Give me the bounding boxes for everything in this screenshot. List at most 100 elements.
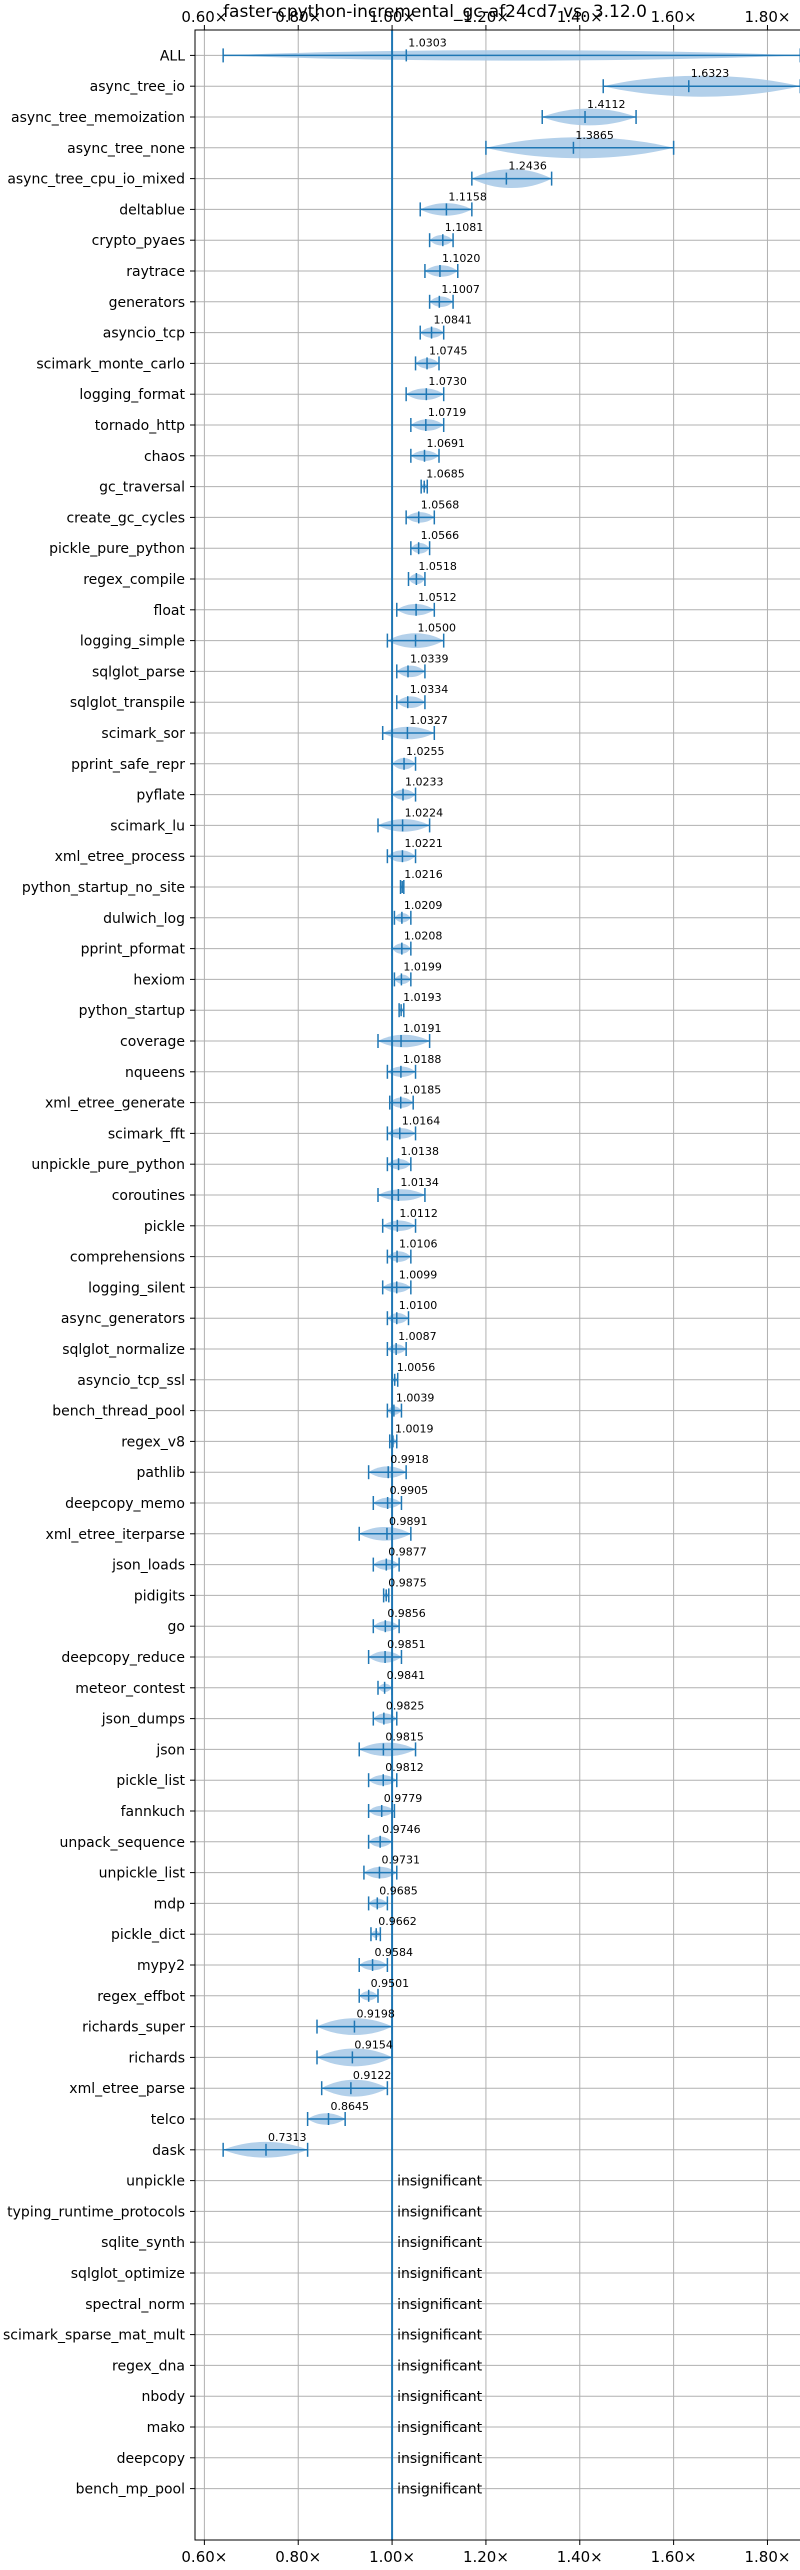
benchmark-label: json	[155, 1742, 185, 1758]
benchmark-label: scimark_monte_carlo	[36, 356, 185, 372]
benchmark-label: scimark_sor	[101, 726, 185, 742]
value-label: 1.0500	[418, 622, 457, 635]
value-label: 1.0255	[406, 745, 445, 758]
benchmark-label: ALL	[160, 48, 185, 64]
benchmark-label: async_tree_cpu_io_mixed	[7, 172, 185, 188]
value-label: 1.0193	[403, 991, 442, 1004]
value-label: 1.0568	[421, 498, 460, 511]
value-label: 1.0100	[399, 1299, 438, 1312]
benchmark-label: logging_simple	[80, 634, 185, 650]
value-label: 1.0134	[400, 1176, 439, 1189]
benchmark-label: deepcopy_memo	[65, 1496, 185, 1512]
value-label: 0.9501	[371, 1977, 410, 1990]
value-label: 1.0019	[395, 1422, 434, 1435]
benchmark-label: pprint_safe_repr	[71, 757, 185, 773]
benchmark-label: pathlib	[137, 1465, 186, 1481]
benchmark-label: pickle_dict	[111, 1927, 186, 1943]
value-label: 1.0224	[405, 806, 444, 819]
grid-layer	[190, 25, 800, 2545]
benchmark-label: unpack_sequence	[60, 1835, 185, 1851]
value-label: 0.9851	[387, 1638, 426, 1651]
value-label: 0.9746	[382, 1823, 421, 1836]
value-label: 1.0719	[428, 406, 467, 419]
label-layer: 0.60× 0.60× 0.80× 0.80× 1.00× 1.00× 1.20× 1.20×…	[3, 8, 790, 2566]
benchmark-label: pyflate	[136, 788, 185, 804]
benchmark-label: sqlglot_transpile	[70, 695, 185, 711]
benchmark-label: gc_traversal	[99, 480, 185, 496]
x-tick-label-bottom: 0.80×	[275, 2548, 321, 2566]
insignificant-label: insignificant	[397, 2358, 483, 2374]
benchmark-label: spectral_norm	[85, 2297, 185, 2313]
x-tick-label-top: 1.00×	[369, 8, 415, 26]
value-label: 0.9877	[388, 1546, 427, 1559]
benchmark-label: mypy2	[137, 1958, 185, 1974]
value-label: 1.3865	[575, 129, 614, 142]
value-label: 0.9825	[386, 1700, 425, 1713]
benchmark-label: pidigits	[134, 1588, 185, 1604]
x-tick-label-bottom: 0.60×	[181, 2548, 227, 2566]
x-tick-label-top: 0.60×	[181, 8, 227, 26]
benchmark-label: sqlglot_optimize	[71, 2266, 185, 2282]
value-label: 1.0106	[399, 1238, 438, 1251]
benchmark-label: pprint_pformat	[81, 942, 186, 958]
value-label: 1.1081	[445, 221, 484, 234]
value-label: 1.0164	[402, 1114, 441, 1127]
benchmark-label: hexiom	[133, 972, 185, 988]
benchmark-label: fannkuch	[121, 1804, 185, 1820]
benchmark-label: bench_thread_pool	[52, 1404, 185, 1420]
value-label: 0.9875	[388, 1576, 427, 1589]
benchmark-label: unpickle	[126, 2174, 185, 2190]
insignificant-label: insignificant	[397, 2297, 483, 2313]
value-label: 1.1007	[441, 283, 480, 296]
benchmark-label: go	[168, 1619, 185, 1635]
value-label: 1.0208	[404, 930, 443, 943]
value-label: 0.9905	[390, 1484, 429, 1497]
benchmark-label: unpickle_list	[99, 1866, 186, 1882]
benchmark-label: sqlite_synth	[101, 2235, 185, 2251]
value-label: 0.8645	[330, 2100, 369, 2113]
x-tick-label-top: 1.40×	[557, 8, 603, 26]
value-label: 1.0099	[399, 1268, 438, 1281]
benchmark-label: logging_silent	[88, 1280, 185, 1296]
value-label: 1.0221	[404, 837, 443, 850]
value-label: 1.4112	[587, 98, 626, 111]
insignificant-label: insignificant	[397, 2328, 483, 2344]
chart-title: faster-cpython-incremental_gc-af24cd7 vs…	[223, 2, 647, 22]
x-tick-label-bottom: 1.40×	[557, 2548, 603, 2566]
x-tick-label-bottom: 1.80×	[744, 2548, 790, 2566]
benchmark-label: asyncio_tcp	[103, 326, 185, 342]
benchmark-label: async_tree_io	[90, 79, 185, 95]
benchmark-label: pickle	[144, 1219, 185, 1235]
insignificant-label: insignificant	[397, 2420, 483, 2436]
value-label: 0.9779	[384, 1792, 423, 1805]
benchmark-label: xml_etree_iterparse	[46, 1527, 185, 1543]
benchmark-label: nbody	[142, 2389, 186, 2405]
insignificant-label: insignificant	[397, 2451, 483, 2467]
benchmark-label: dulwich_log	[103, 911, 185, 927]
insignificant-label: insignificant	[397, 2174, 483, 2190]
value-label: 1.0327	[409, 714, 448, 727]
benchmark-label: python_startup_no_site	[22, 880, 185, 896]
value-label: 1.1158	[448, 190, 487, 203]
value-label: 0.9891	[389, 1515, 428, 1528]
value-label: 1.0566	[421, 529, 460, 542]
value-label: 0.9918	[390, 1453, 429, 1466]
x-tick-label-top: 1.80×	[744, 8, 790, 26]
value-label: 0.9812	[385, 1761, 424, 1774]
benchmark-label: generators	[109, 295, 185, 311]
insignificant-label: insignificant	[397, 2389, 483, 2405]
benchmark-label: json_loads	[111, 1558, 185, 1574]
benchmark-label: create_gc_cycles	[66, 510, 185, 526]
value-label: 1.0199	[403, 960, 442, 973]
benchmark-label: async_tree_memoization	[11, 110, 185, 126]
value-label: 1.0518	[418, 560, 457, 573]
benchmark-label: tornado_http	[95, 418, 185, 434]
benchmark-label: json_dumps	[101, 1712, 185, 1728]
value-label: 1.0056	[397, 1361, 436, 1374]
benchmark-label: comprehensions	[70, 1250, 185, 1266]
benchmark-label: dask	[152, 2143, 186, 2159]
benchmark-label: xml_etree_process	[55, 849, 185, 865]
x-tick-label-bottom: 1.20×	[463, 2548, 509, 2566]
plot-frame	[194, 29, 800, 2541]
benchmark-label: xml_etree_generate	[45, 1096, 185, 1112]
